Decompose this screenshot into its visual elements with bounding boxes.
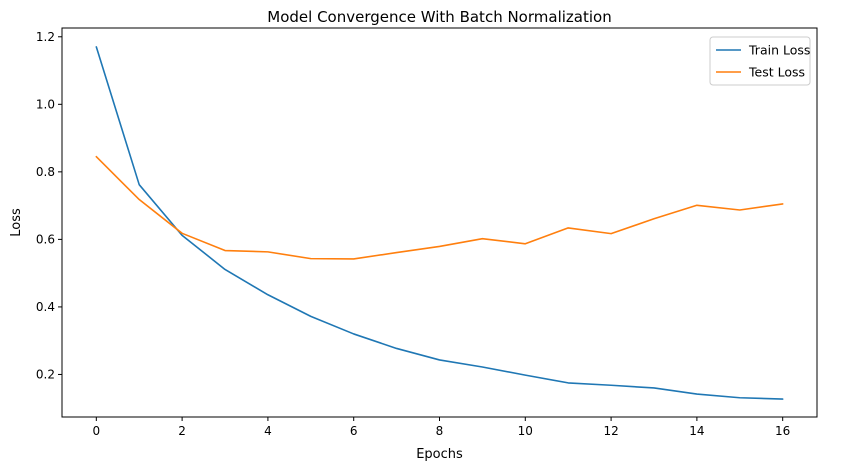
legend-label-train-loss: Train Loss xyxy=(748,43,810,58)
series-line-test-loss xyxy=(95,155,784,260)
x-axis-label: Epochs xyxy=(416,447,463,462)
x-tick-label: 16 xyxy=(775,424,790,438)
x-tick-label: 4 xyxy=(264,424,272,438)
plot-frame xyxy=(61,27,818,418)
chart-title: Model Convergence With Batch Normalizati… xyxy=(267,8,611,26)
legend-label-test-loss: Test Loss xyxy=(748,65,805,80)
legend: Train Loss Test Loss xyxy=(709,36,811,86)
series-layer xyxy=(95,46,784,400)
y-axis-label: Loss xyxy=(9,208,24,237)
legend-box xyxy=(709,36,811,86)
ticks-layer: 0 2 4 6 8 10 12 14 16 0.2 0.4 0.6 0.8 1.0 1.2 xyxy=(36,30,790,438)
x-tick-label: 0 xyxy=(92,424,100,438)
y-tick-label: 0.8 xyxy=(36,165,55,179)
x-tick-label: 14 xyxy=(689,424,704,438)
x-tick-label: 12 xyxy=(603,424,618,438)
x-tick-label: 2 xyxy=(178,424,186,438)
y-tick-label: 0.4 xyxy=(36,300,55,314)
y-tick-label: 0.2 xyxy=(36,367,55,381)
series-line-train-loss xyxy=(95,46,784,400)
x-tick-label: 8 xyxy=(436,424,444,438)
y-tick-label: 1.0 xyxy=(36,97,55,111)
y-tick-label: 0.6 xyxy=(36,232,55,246)
x-tick-label: 10 xyxy=(518,424,533,438)
y-tick-label: 1.2 xyxy=(36,30,55,44)
x-tick-label: 6 xyxy=(350,424,358,438)
